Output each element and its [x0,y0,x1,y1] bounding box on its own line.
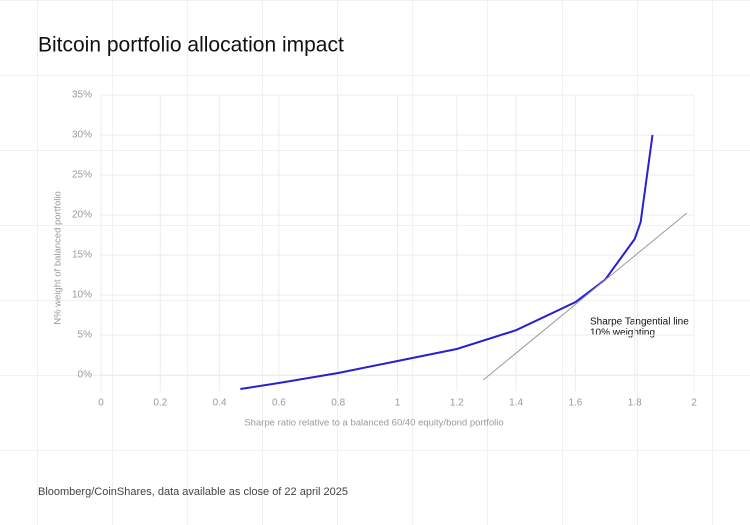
x-tick-label: 1.8 [628,398,642,409]
x-tick-label: 0 [98,398,104,409]
source-note: Bloomberg/CoinShares, data available as … [38,486,348,498]
y-tick-label: 20% [72,210,92,221]
x-tick-label: 0.6 [272,398,286,409]
x-tick-label: 1.4 [509,398,523,409]
annotation: 10% weighting [590,328,655,339]
x-tick-label: 1 [395,398,401,409]
y-tick-label: 25% [72,170,92,181]
y-tick-label: 0% [78,370,93,381]
series-line [240,134,654,390]
y-axis-label: N% weight of balanced portfolio [53,191,64,325]
y-tick-label: 10% [72,290,92,301]
x-tick-label: 0.2 [153,398,167,409]
annotation: Sharpe Tangential line [590,317,689,328]
y-tick-label: 30% [72,130,92,141]
x-tick-label: 2 [691,398,697,409]
y-tick-label: 15% [72,250,92,261]
y-tick-label: 35% [72,90,92,101]
x-tick-label: 0.8 [331,398,345,409]
x-axis-label: Sharpe ratio relative to a balanced 60/4… [244,418,503,429]
y-tick-label: 5% [78,330,93,341]
x-tick-label: 1.2 [450,398,464,409]
x-tick-label: 0.4 [213,398,227,409]
x-tick-label: 1.6 [568,398,582,409]
series-line [483,212,688,381]
chart-title: Bitcoin portfolio allocation impact [38,34,344,57]
